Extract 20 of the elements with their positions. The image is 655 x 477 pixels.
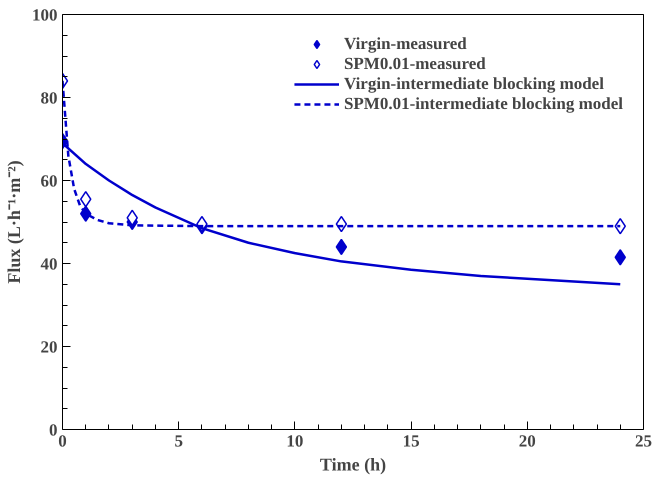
x-tick-label: 15: [402, 432, 420, 450]
x-tick-label: 20: [518, 432, 536, 450]
x-tick-label: 10: [286, 432, 304, 450]
x-tick-label: 5: [174, 432, 183, 450]
point: [614, 249, 626, 266]
legend-label: SPM0.01-intermediate blocking model: [344, 94, 623, 114]
legend-label: Virgin-measured: [344, 34, 467, 54]
legend-label: SPM0.01-measured: [344, 54, 486, 74]
y-tick-label: 40: [40, 254, 58, 274]
point: [614, 218, 626, 234]
y-axis-title: Flux (L·h⁻¹·m⁻²): [4, 160, 24, 284]
y-tick-label: 100: [32, 6, 58, 24]
x-tick-label: 25: [635, 432, 652, 450]
y-tick-label: 60: [40, 172, 58, 190]
x-axis-title: Time (h): [320, 454, 386, 474]
legend-label: Virgin-intermediate blocking model: [344, 74, 604, 94]
point: [80, 190, 92, 208]
point: [336, 238, 348, 256]
y-tick-label: 80: [40, 88, 58, 108]
y-tick-label: 20: [40, 338, 58, 356]
